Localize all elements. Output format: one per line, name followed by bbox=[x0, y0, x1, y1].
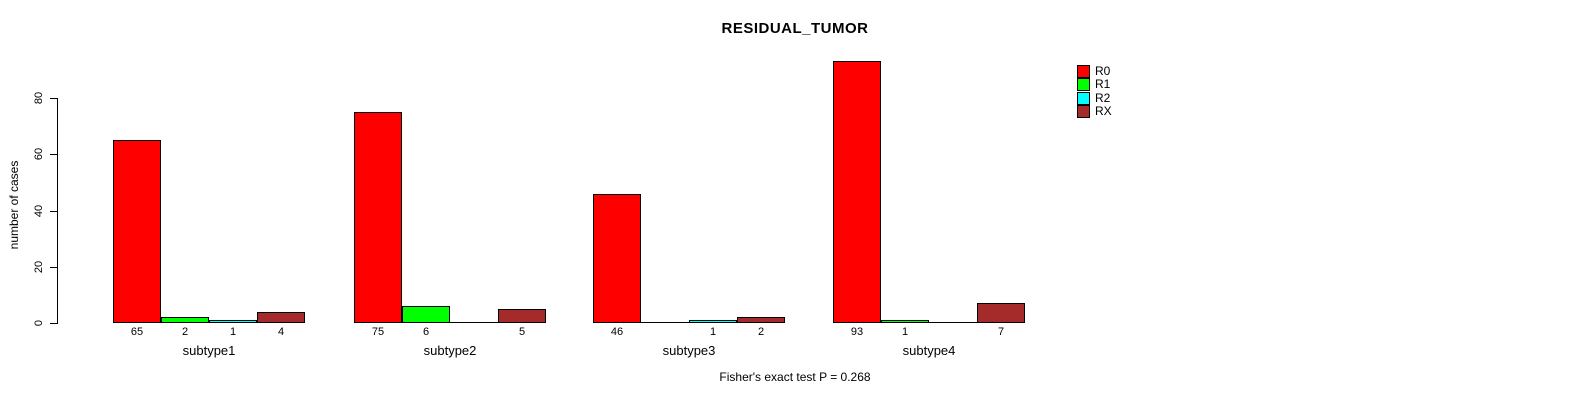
y-tick-label: 0 bbox=[33, 319, 45, 327]
bar-r1-subtype2 bbox=[402, 306, 450, 323]
y-tick-label: 60 bbox=[33, 148, 45, 161]
legend-item-rx: RX bbox=[1077, 104, 1112, 119]
bar-value-r2-subtype3: 1 bbox=[709, 326, 717, 338]
category-label-subtype4: subtype4 bbox=[902, 343, 956, 358]
y-tick-label: 20 bbox=[33, 260, 45, 273]
y-axis-line bbox=[57, 98, 58, 324]
bar-r2-subtype1 bbox=[209, 320, 257, 323]
bar-value-r1-subtype4: 1 bbox=[901, 326, 909, 338]
bar-r1-subtype1 bbox=[161, 317, 209, 323]
bar-value-r0-subtype1: 65 bbox=[130, 326, 144, 338]
bar-value-r0-subtype2: 75 bbox=[371, 326, 385, 338]
bar-value-r1-subtype1: 2 bbox=[181, 326, 189, 338]
bar-r0-subtype1 bbox=[113, 140, 161, 323]
bar-r0-subtype4 bbox=[833, 61, 881, 323]
bar-value-r0-subtype3: 46 bbox=[610, 326, 624, 338]
bar-zero-r1-subtype3 bbox=[641, 322, 689, 323]
bar-rx-subtype1 bbox=[257, 311, 305, 323]
bar-rx-subtype3 bbox=[737, 317, 785, 323]
category-label-subtype1: subtype1 bbox=[182, 343, 236, 358]
bar-zero-r2-subtype2 bbox=[450, 322, 498, 323]
bar-rx-subtype4 bbox=[977, 303, 1025, 323]
bar-zero-r2-subtype4 bbox=[929, 322, 977, 323]
y-axis-title: number of cases bbox=[7, 160, 21, 250]
bar-r0-subtype2 bbox=[354, 112, 402, 323]
bar-value-rx-subtype2: 5 bbox=[518, 326, 526, 338]
legend-swatch-rx bbox=[1077, 105, 1090, 119]
bar-r0-subtype3 bbox=[593, 193, 641, 323]
legend-label-r2: R2 bbox=[1095, 90, 1111, 105]
bar-value-rx-subtype3: 2 bbox=[757, 326, 765, 338]
y-axis-tick bbox=[50, 210, 57, 212]
legend-item-r2: R2 bbox=[1077, 90, 1112, 105]
fisher-test-annotation: Fisher's exact test P = 0.268 bbox=[719, 370, 871, 384]
bar-r1-subtype4 bbox=[881, 320, 929, 323]
legend-label-rx: RX bbox=[1095, 104, 1112, 119]
bar-value-r2-subtype1: 1 bbox=[229, 326, 237, 338]
legend-swatch-r1 bbox=[1077, 78, 1090, 92]
legend-swatch-r0 bbox=[1077, 65, 1090, 79]
y-tick-label: 80 bbox=[33, 91, 45, 105]
y-tick-label: 40 bbox=[33, 204, 45, 217]
category-label-subtype3: subtype3 bbox=[662, 343, 716, 358]
legend-label-r1: R1 bbox=[1095, 77, 1111, 92]
y-axis-tick bbox=[50, 154, 57, 156]
legend-item-r0: R0 bbox=[1077, 64, 1112, 79]
y-axis-tick bbox=[50, 266, 57, 268]
bar-value-rx-subtype1: 4 bbox=[277, 326, 285, 338]
bar-value-r0-subtype4: 93 bbox=[850, 326, 864, 338]
legend-label-r0: R0 bbox=[1095, 64, 1111, 79]
chart-title: RESIDUAL_TUMOR bbox=[721, 20, 869, 37]
legend: R0 R1 R2 RX bbox=[1077, 64, 1112, 119]
category-label-subtype2: subtype2 bbox=[423, 343, 477, 358]
y-axis-tick bbox=[50, 98, 57, 99]
y-axis-tick bbox=[50, 323, 57, 324]
legend-item-r1: R1 bbox=[1077, 77, 1112, 92]
legend-swatch-r2 bbox=[1077, 91, 1090, 105]
bar-rx-subtype2 bbox=[498, 308, 546, 323]
bar-r2-subtype3 bbox=[689, 320, 737, 323]
bar-value-rx-subtype4: 7 bbox=[997, 326, 1005, 338]
bar-value-r1-subtype2: 6 bbox=[422, 326, 430, 338]
